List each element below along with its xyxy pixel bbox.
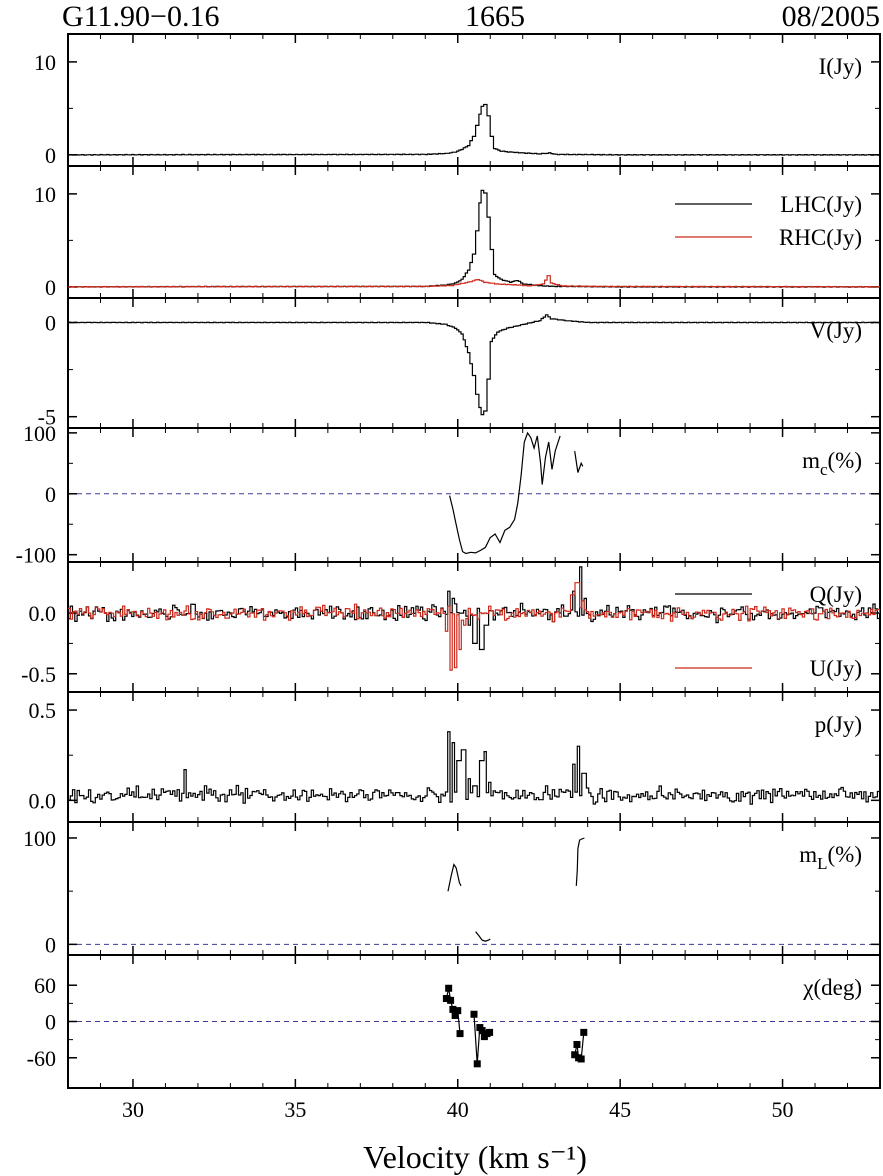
source-name: G11.90−0.16 [62,0,219,33]
y-tick-label: 60 [34,973,56,998]
panel-frame [67,691,881,823]
panel-I: 0 10 I(Jy) [34,33,881,168]
panel-label-chi: χ(deg) [802,975,862,1000]
panel-frame [67,427,881,563]
data-point-marker [447,996,455,1004]
x-tick-label: 35 [284,1097,306,1122]
x-tick-label: 45 [609,1097,631,1122]
data-point-marker [449,1005,457,1013]
y-tick-label: 0 [45,275,56,300]
data-point-marker [577,1055,585,1063]
panel-chi: 60 0 -60 χ(deg) [27,954,881,1089]
series-line-mL-1 [475,931,491,942]
data-point-marker [486,1028,494,1036]
data-point-marker [451,1011,459,1019]
panel-mc: 100 0 -100 mc(%) [16,421,881,568]
series-line-mL-0 [447,863,462,892]
x-axis: 30 35 40 45 50 [122,1097,794,1122]
y-tick-label: -0.5 [21,662,56,687]
y-tick-label: 0 [45,310,56,335]
y-tick-label: 0.0 [29,601,57,626]
series-line-mc-1 [574,451,584,473]
y-tick-label: -100 [16,543,56,568]
panel-label-mc: mc(%) [802,448,862,479]
panel-stack: 0 10 I(Jy) 0 10 LHC(Jy) RHC(Jy) 0 -5 V(Jy) 100 0 -10… [16,33,881,1089]
panel-LHC-RHC: 0 10 LHC(Jy) RHC(Jy) [34,165,881,300]
x-tick-label: 40 [447,1097,469,1122]
panel-frame [67,561,881,693]
panel-label-mL: mL(%) [799,842,862,873]
data-point-marker [571,1051,579,1059]
series-line-V-0 [68,314,880,416]
panel-mL: 100 0 mL(%) [23,821,881,957]
series-line-QU-0 [68,566,880,651]
y-tick-label: -60 [27,1046,56,1071]
x-tick-label: 50 [772,1097,794,1122]
data-point-marker [442,995,450,1003]
panel-frame [67,821,881,956]
y-tick-label: 10 [34,50,56,75]
series-line-I-0 [68,103,880,156]
y-tick-label: -5 [38,405,56,430]
series-line-LHC-RHC-1 [68,275,880,288]
data-point-marker [454,1007,462,1015]
data-point-marker [580,1028,588,1036]
panel-frame [67,33,881,167]
panel-V: 0 -5 V(Jy) [38,297,881,430]
y-tick-label: 0 [45,932,56,957]
y-tick-label: 0 [45,482,56,507]
y-tick-label: 0 [45,143,56,168]
frequency-label: 1665 [465,0,525,33]
series-line-mL-2 [575,837,585,886]
legend-entry: LHC(Jy) [780,192,862,217]
data-point-marker [478,1027,486,1035]
x-tick-label: 30 [122,1097,144,1122]
y-tick-label: 100 [23,421,56,446]
x-axis-label: Velocity (km s⁻¹) [363,1139,587,1175]
figure-header: G11.90−0.16 1665 08/2005 [62,0,880,33]
series-line-mc-0 [449,431,561,555]
data-point-marker [473,1060,481,1068]
data-point-marker [445,984,453,992]
y-tick-label: 100 [23,826,56,851]
series-line-QU-1 [68,582,880,671]
panel-QU: 0.0 -0.5 Q(Jy) U(Jy) [21,561,881,693]
panel-label-V: V(Jy) [810,318,862,343]
legend-entry: U(Jy) [810,656,862,681]
series-line-p-0 [68,731,880,805]
observation-date: 08/2005 [782,0,880,33]
panel-frame [67,165,881,299]
panel-p: 0.5 0.0 p(Jy) [29,691,881,823]
y-tick-label: 0.5 [29,698,57,723]
panel-label-p: p(Jy) [815,712,862,737]
y-tick-label: 10 [34,182,56,207]
panel-frame [67,297,881,429]
legend-entry: RHC(Jy) [779,225,862,250]
legend-entry: Q(Jy) [810,582,862,607]
y-tick-label: 0 [45,1010,56,1035]
y-tick-label: 0.0 [29,788,57,813]
panel-label-I: I(Jy) [819,54,862,79]
series-line-LHC-RHC-0 [68,189,880,288]
data-point-marker [573,1040,581,1048]
data-point-marker [470,1010,478,1018]
data-point-marker [456,1030,464,1038]
